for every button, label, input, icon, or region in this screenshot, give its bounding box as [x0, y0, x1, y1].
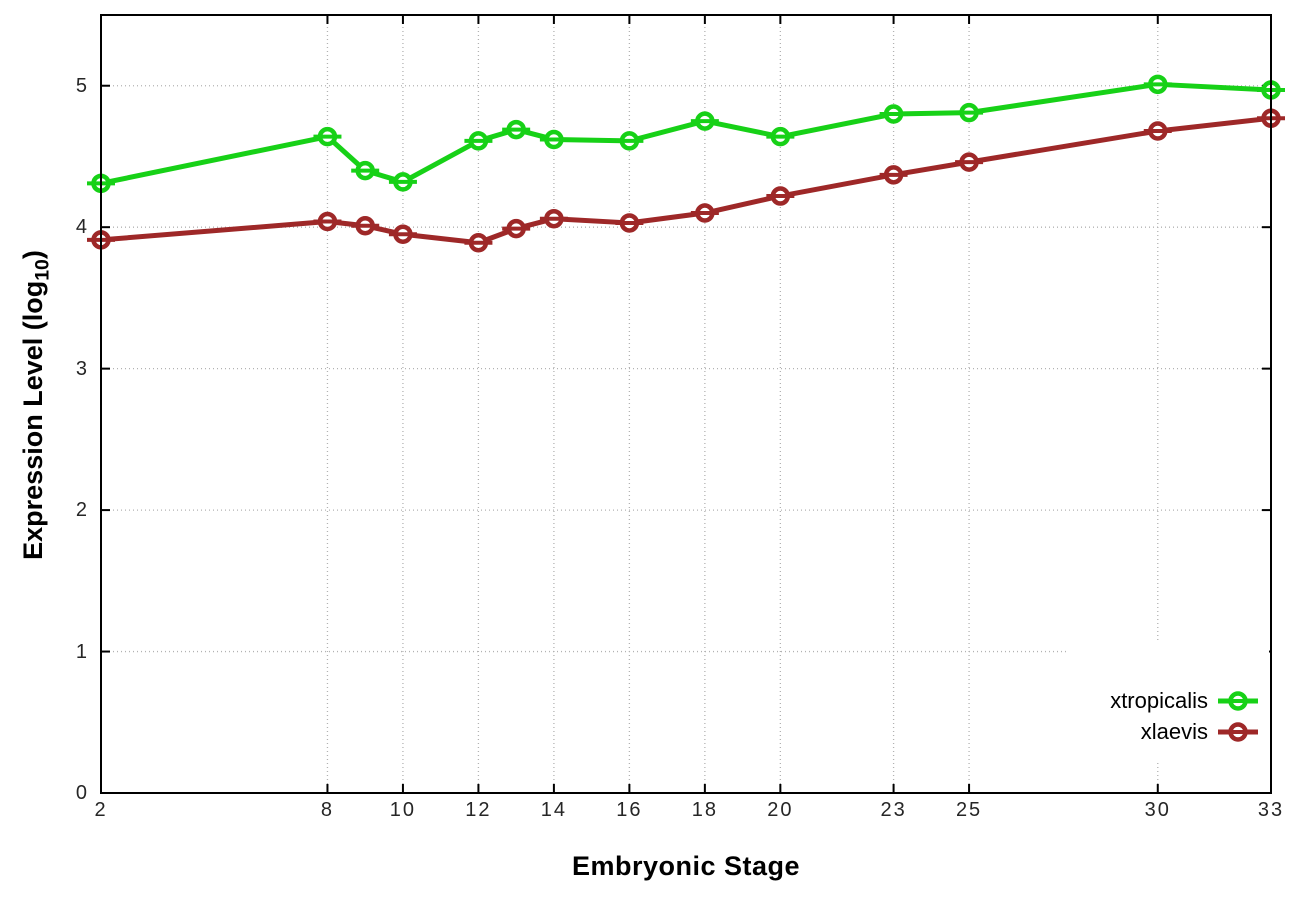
- x-tick-label-33: 33: [1257, 799, 1285, 821]
- x-tick-label-2: 2: [94, 799, 108, 821]
- x-tick-label-25: 25: [955, 799, 983, 821]
- y-tick-label-4: 4: [75, 216, 88, 239]
- y-axis-title-close: ): [18, 250, 48, 260]
- y-tick-label-1: 1: [75, 640, 88, 663]
- y-axis-title: Expression Level (log10): [16, 220, 54, 590]
- series-line-xtropicalis: [98, 81, 1274, 186]
- x-tick-label-18: 18: [691, 799, 718, 821]
- plot-area: [87, 14, 1285, 794]
- legend-marker-icon-xtropicalis: [1218, 690, 1258, 711]
- x-tick-label-16: 16: [616, 799, 643, 821]
- x-axis-title: Embryonic Stage: [571, 851, 801, 881]
- legend-item-xtropicalis: xtropicalis: [1110, 685, 1258, 716]
- x-tick-label-12: 12: [465, 799, 492, 821]
- y-axis-title-subscript: 10: [31, 259, 54, 281]
- y-axis-title-text: Expression Level (log: [18, 280, 48, 560]
- y-tick-label-2: 2: [75, 499, 88, 522]
- y-tick-label-0: 0: [75, 782, 88, 804]
- plot-border: [100, 14, 1272, 794]
- x-tick-label-10: 10: [389, 799, 417, 821]
- x-tick-label-14: 14: [540, 799, 568, 821]
- x-tick-label-8: 8: [320, 799, 334, 821]
- legend: xtropicalis xlaevis: [1110, 685, 1258, 747]
- legend-label-xtropicalis: xtropicalis: [1110, 687, 1208, 713]
- y-tick-label-5: 5: [75, 74, 88, 97]
- y-tick-label-3: 3: [75, 357, 88, 380]
- legend-marker-icon-xlaevis: [1218, 721, 1258, 742]
- legend-item-xlaevis: xlaevis: [1141, 716, 1258, 747]
- series-line-xlaevis: [98, 115, 1274, 246]
- x-tick-label-20: 20: [767, 799, 794, 821]
- x-tick-label-30: 30: [1144, 799, 1171, 821]
- legend-label-xlaevis: xlaevis: [1140, 718, 1208, 744]
- x-tick-label-23: 23: [880, 799, 907, 821]
